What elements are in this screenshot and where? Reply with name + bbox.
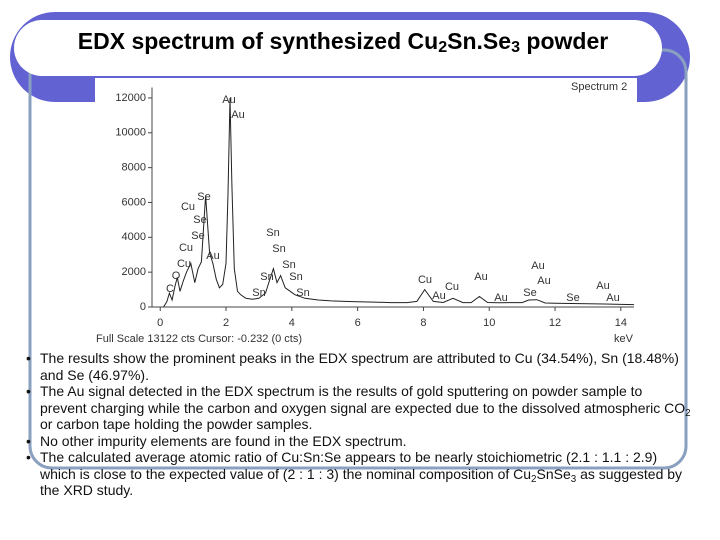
peak-label: Sn (272, 243, 285, 255)
peak-label: Au (596, 280, 609, 292)
x-tick-label: 0 (157, 317, 163, 329)
x-tick-label: 6 (355, 317, 361, 329)
peak-label: Au (206, 250, 219, 262)
chart-title: Spectrum 2 (571, 81, 627, 93)
bullet: The Au signal detected in the EDX spectr… (26, 383, 691, 433)
peak-label: Au (494, 292, 507, 304)
text-run: Sn.Se (447, 28, 512, 54)
bullet: The calculated average atomic ratio of C… (26, 449, 691, 499)
peak-label: Sn (252, 287, 265, 299)
peak-label: Au (531, 260, 544, 272)
y-tick-label: 8000 (122, 162, 146, 174)
peak-label: Au (231, 109, 244, 121)
chart-footer: Full Scale 13122 cts Cursor: -0.232 (0 c… (96, 333, 302, 345)
peak-label: Cu (181, 201, 195, 213)
y-tick-label: 4000 (122, 231, 146, 243)
peak-label: Au (432, 290, 445, 302)
text-run: as suggested by the XRD study. (40, 465, 683, 499)
peak-label: Au (537, 275, 550, 287)
peak-label: Se (193, 214, 206, 226)
bullet: The results show the prominent peaks in … (26, 350, 691, 383)
x-tick-label: 14 (615, 317, 627, 329)
x-tick-label: 10 (483, 317, 495, 329)
chart-background (95, 78, 637, 346)
x-tick-label: 8 (420, 317, 426, 329)
peak-label: Cu (445, 281, 459, 293)
peak-label: Sn (282, 259, 295, 271)
subscript: 3 (570, 473, 577, 485)
x-tick-label: 2 (223, 317, 229, 329)
peak-label: Cu (177, 258, 191, 270)
y-tick-label: 2000 (122, 266, 146, 278)
text-run: The results show the prominent peaks in … (40, 350, 679, 383)
peak-label: Sn (289, 271, 302, 283)
subscript: 2 (685, 407, 691, 419)
text-run: No other impurity elements are found in … (40, 432, 407, 449)
peak-label: Se (523, 287, 536, 299)
text-run: powder (520, 28, 609, 54)
bullet-list: The results show the prominent peaks in … (26, 350, 691, 499)
y-tick-label: 12000 (115, 92, 146, 104)
y-tick-label: 6000 (122, 196, 146, 208)
subscript: 3 (511, 38, 521, 56)
y-tick-label: 10000 (115, 127, 146, 139)
peak-label: Au (606, 292, 619, 304)
subscript: 2 (438, 38, 448, 56)
peak-label: C (166, 283, 174, 295)
text-run: The calculated average atomic ratio of C… (40, 449, 658, 482)
x-axis-label: keV (614, 333, 634, 345)
bullet: No other impurity elements are found in … (26, 433, 691, 450)
subscript: 2 (531, 473, 537, 485)
peak-label: Se (191, 230, 204, 242)
text-run: The Au signal detected in the EDX spectr… (40, 383, 686, 416)
peak-label: Se (197, 191, 210, 203)
x-tick-label: 12 (549, 317, 561, 329)
peak-label: Se (566, 292, 579, 304)
peak-label: Sn (260, 271, 273, 283)
peak-label: O (172, 270, 181, 282)
x-tick-label: 4 (289, 317, 295, 329)
peak-label: Au (222, 94, 235, 106)
text-run: or carbon tape holding the powder sample… (40, 416, 313, 432)
peak-label: Sn (266, 227, 279, 239)
peak-label: Cu (179, 242, 193, 254)
slide-title: EDX spectrum of synthesized Cu2Sn.Se3 po… (18, 28, 668, 55)
peak-label: Cu (418, 274, 432, 286)
spectrum-line (163, 97, 635, 308)
text-run: EDX spectrum of synthesized Cu (77, 28, 439, 54)
peak-label: Sn (296, 287, 309, 299)
title-box (14, 20, 662, 76)
peak-label: Au (474, 271, 487, 283)
text-run: SnSe (536, 465, 571, 482)
y-tick-label: 0 (140, 301, 146, 313)
